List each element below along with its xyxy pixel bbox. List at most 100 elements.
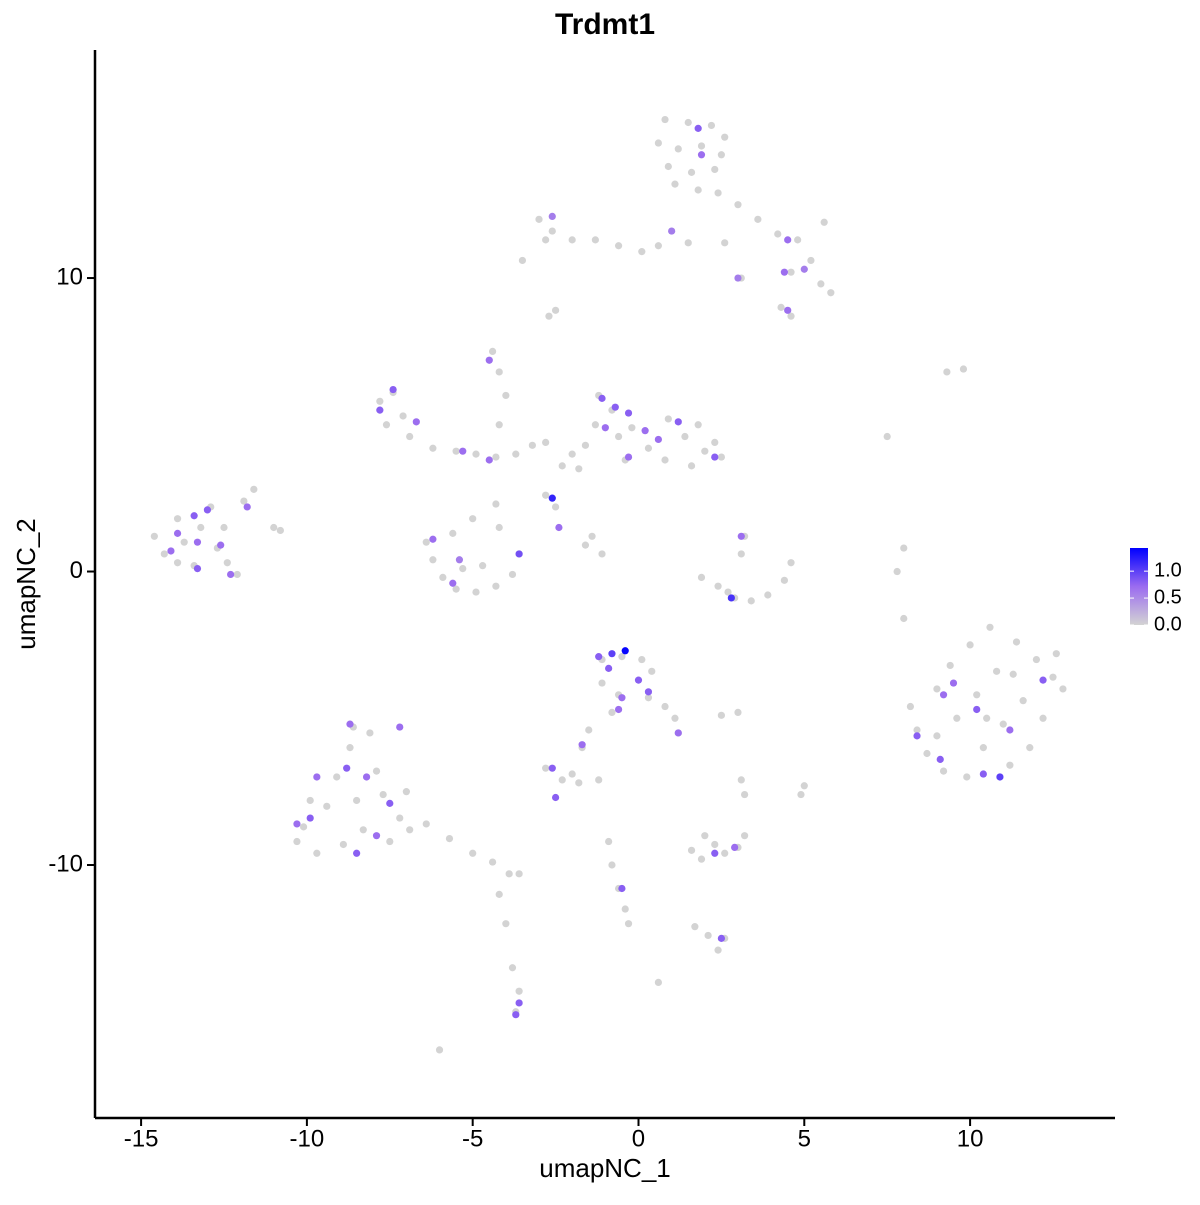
cell-point: [949, 679, 958, 687]
cell-point: [353, 849, 361, 857]
cell-point: [654, 139, 662, 147]
colorbar: [1130, 548, 1148, 625]
cell-point: [827, 289, 835, 297]
cell-point: [542, 491, 550, 499]
cell-point: [568, 770, 576, 778]
cell-point: [173, 559, 182, 567]
cell-point: [787, 312, 795, 320]
cell-point: [717, 934, 725, 942]
cell-point: [691, 923, 699, 931]
cell-point: [621, 905, 629, 913]
cell-point: [429, 535, 437, 543]
cell-point: [505, 870, 513, 878]
cell-point: [270, 523, 278, 532]
cell-point: [203, 506, 212, 514]
cell-point: [323, 802, 331, 810]
cell-point: [422, 820, 430, 828]
cell-point: [339, 840, 347, 849]
cell-point: [306, 796, 314, 805]
cell-point: [654, 242, 662, 250]
cell-point: [588, 532, 596, 540]
cell-point: [608, 861, 616, 869]
cell-point: [193, 564, 202, 573]
cell-point: [372, 767, 381, 775]
cell-point: [535, 215, 543, 223]
cell-point: [684, 239, 692, 247]
cell-point: [624, 920, 633, 928]
cell-point: [346, 744, 354, 752]
cell-point: [333, 773, 341, 781]
cell-point: [585, 726, 593, 734]
cell-point: [250, 485, 258, 493]
cell-point: [346, 720, 354, 728]
cell-point: [449, 579, 457, 587]
cell-point: [711, 453, 719, 461]
cell-point: [754, 215, 762, 223]
cell-point: [664, 162, 672, 171]
cell-point: [1012, 638, 1021, 646]
cell-point: [943, 368, 951, 376]
cell-point: [508, 964, 517, 972]
cell-point: [515, 999, 523, 1007]
cell-point: [734, 708, 742, 717]
cell-point: [883, 432, 891, 441]
cell-point: [979, 770, 987, 778]
cell-point: [774, 230, 782, 238]
cell-point: [568, 450, 576, 458]
cell-point: [624, 409, 633, 417]
y-tick-label: 0: [70, 557, 83, 584]
cell-point: [412, 418, 420, 426]
cell-point: [820, 218, 828, 226]
cell-point: [406, 826, 414, 834]
cell-point: [734, 274, 742, 282]
cell-point: [243, 503, 251, 511]
cell-point: [654, 978, 662, 987]
cell-point: [621, 647, 629, 655]
cell-point: [933, 685, 941, 693]
cell-point: [555, 523, 563, 532]
cell-point: [1026, 744, 1034, 752]
cell-point: [933, 732, 941, 740]
cell-point: [488, 858, 497, 866]
cell-point: [900, 614, 908, 623]
cell-point: [299, 823, 308, 831]
cell-point: [634, 676, 643, 684]
cell-point: [180, 538, 188, 546]
cell-point: [711, 849, 719, 857]
cell-point: [353, 796, 361, 805]
cell-point: [737, 776, 745, 784]
cell-point: [581, 541, 590, 549]
cell-point: [542, 236, 550, 244]
cell-point: [694, 186, 702, 194]
cell-point: [293, 820, 301, 828]
x-tick-label: 5: [798, 1125, 811, 1152]
cell-point: [455, 556, 464, 564]
cell-point: [469, 515, 477, 523]
cell-point: [983, 714, 991, 722]
cell-point: [220, 523, 228, 532]
x-tick-label: -10: [290, 1125, 325, 1152]
cell-point: [605, 837, 613, 846]
cell-point: [800, 265, 808, 273]
cell-point: [313, 849, 321, 857]
cell-point: [787, 268, 795, 276]
cell-point: [999, 720, 1007, 728]
cell-point: [797, 790, 805, 799]
cell-point: [435, 1046, 444, 1054]
x-axis-label: umapNC_1: [539, 1153, 671, 1183]
y-tick-label: 10: [56, 263, 83, 290]
cell-point: [488, 347, 497, 356]
cell-point: [966, 641, 974, 649]
cell-point: [595, 776, 603, 784]
cell-point: [495, 421, 503, 429]
cell-point: [701, 832, 709, 840]
cell-point: [449, 529, 457, 537]
cell-point: [551, 503, 560, 511]
cell-point: [492, 582, 500, 590]
colorbar-tick-label: 0.0: [1154, 613, 1182, 635]
cell-point: [893, 567, 901, 576]
cell-point: [913, 726, 921, 734]
cell-point: [741, 832, 749, 840]
cell-point: [648, 667, 656, 675]
